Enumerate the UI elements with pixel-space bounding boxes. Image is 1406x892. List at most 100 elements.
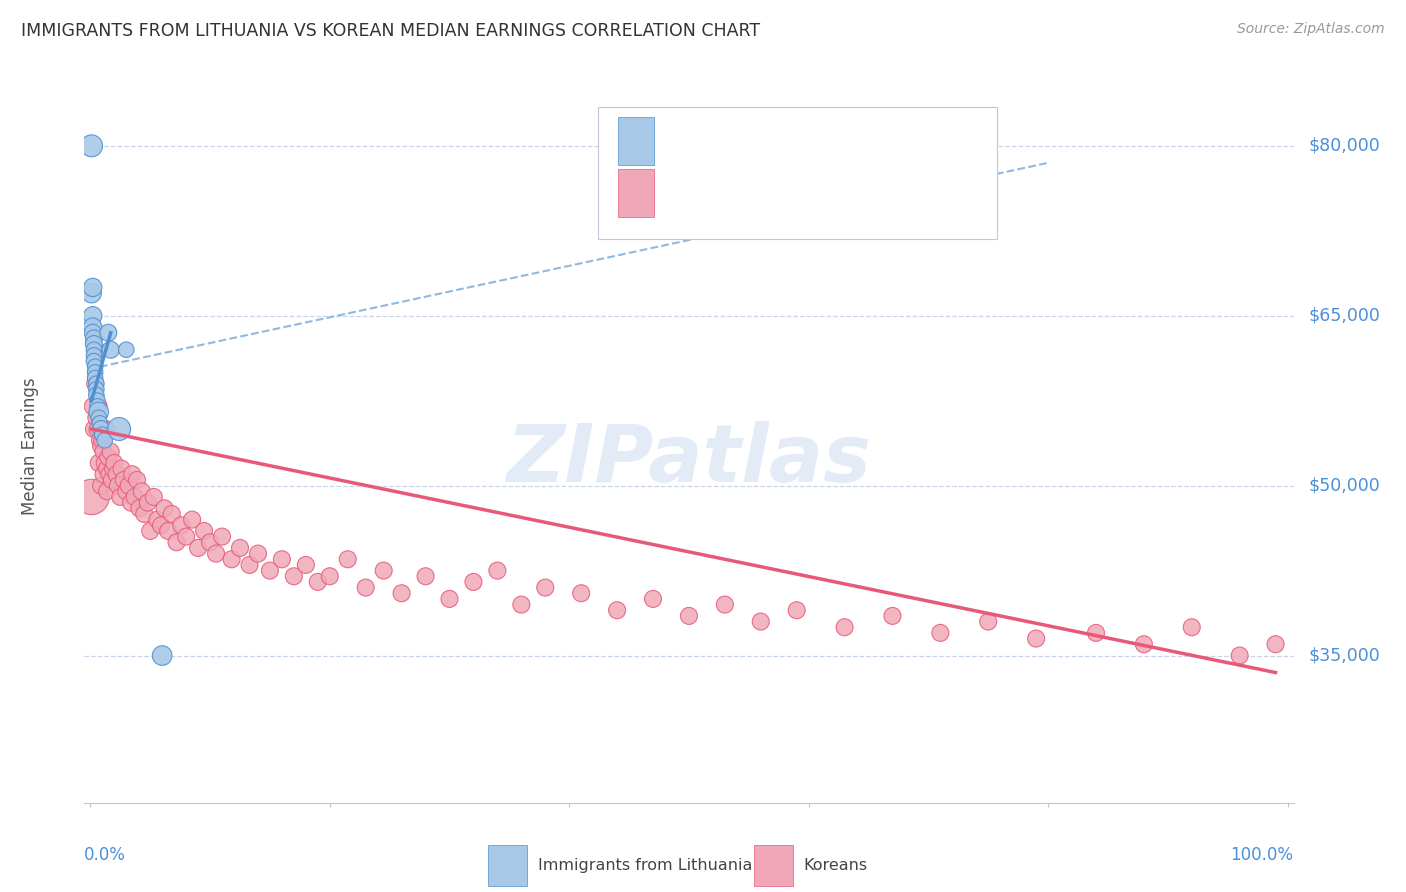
Point: [229, 541, 252, 555]
Point: [82, 400, 104, 414]
Point: [510, 598, 533, 612]
Point: [134, 507, 156, 521]
Point: [124, 490, 146, 504]
Point: [569, 586, 592, 600]
Point: [83, 354, 105, 368]
Text: R =: R =: [668, 125, 702, 139]
Point: [221, 552, 243, 566]
Point: [84, 371, 107, 385]
Text: 113: 113: [876, 182, 910, 196]
Point: [87, 400, 110, 414]
Point: [157, 524, 180, 538]
FancyBboxPatch shape: [617, 169, 654, 217]
Text: ZIPatlas: ZIPatlas: [506, 421, 872, 500]
Text: 0.182: 0.182: [731, 125, 778, 139]
Point: [198, 535, 221, 549]
FancyBboxPatch shape: [617, 117, 654, 165]
Point: [150, 648, 173, 663]
Point: [90, 439, 112, 453]
Point: [160, 507, 183, 521]
Point: [83, 343, 105, 357]
Point: [174, 530, 197, 544]
Point: [205, 547, 228, 561]
Point: [373, 564, 395, 578]
Point: [86, 393, 108, 408]
Point: [82, 326, 104, 340]
Point: [90, 422, 112, 436]
Point: [98, 467, 121, 482]
Point: [93, 456, 115, 470]
Point: [89, 434, 111, 448]
Point: [115, 343, 138, 357]
Text: Median Earnings: Median Earnings: [21, 377, 39, 515]
Point: [82, 309, 104, 323]
Point: [115, 484, 138, 499]
Text: 0.0%: 0.0%: [84, 846, 127, 863]
Point: [193, 524, 215, 538]
Point: [97, 326, 120, 340]
Point: [121, 467, 143, 482]
Point: [90, 478, 112, 492]
FancyBboxPatch shape: [754, 845, 793, 886]
Point: [146, 513, 169, 527]
Text: -0.555: -0.555: [731, 182, 783, 196]
Text: R =: R =: [668, 182, 702, 196]
Point: [153, 501, 176, 516]
Text: Immigrants from Lithuania: Immigrants from Lithuania: [538, 858, 752, 873]
Point: [131, 484, 153, 499]
Point: [166, 535, 188, 549]
Point: [82, 280, 104, 294]
Point: [93, 434, 115, 448]
Point: [439, 591, 461, 606]
Point: [1181, 620, 1204, 634]
Point: [463, 574, 485, 589]
Point: [100, 343, 122, 357]
Point: [93, 444, 115, 458]
Text: $80,000: $80,000: [1308, 136, 1379, 155]
Point: [101, 461, 124, 475]
Point: [749, 615, 772, 629]
Point: [882, 608, 904, 623]
Point: [83, 422, 105, 436]
Point: [87, 456, 110, 470]
FancyBboxPatch shape: [599, 107, 997, 239]
Point: [108, 422, 131, 436]
Point: [239, 558, 262, 572]
Point: [110, 490, 132, 504]
Point: [1085, 626, 1108, 640]
Point: [714, 598, 737, 612]
Point: [415, 569, 437, 583]
Point: [834, 620, 856, 634]
Point: [82, 320, 104, 334]
Text: N =: N =: [815, 125, 852, 139]
Point: [136, 495, 159, 509]
Point: [211, 530, 233, 544]
Point: [977, 615, 1000, 629]
Point: [89, 417, 111, 431]
Point: [87, 410, 110, 425]
Point: [786, 603, 808, 617]
Point: [336, 552, 359, 566]
Text: $50,000: $50,000: [1308, 476, 1379, 495]
Point: [319, 569, 342, 583]
Point: [86, 422, 108, 436]
Point: [110, 461, 132, 475]
Point: [246, 547, 269, 561]
Point: [96, 461, 118, 475]
Point: [83, 337, 105, 351]
Point: [929, 626, 952, 640]
Point: [1025, 632, 1047, 646]
Point: [86, 410, 108, 425]
Point: [80, 490, 103, 504]
Point: [84, 376, 107, 391]
Text: 30: 30: [876, 125, 898, 139]
Point: [112, 473, 135, 487]
Point: [283, 569, 305, 583]
Point: [86, 343, 108, 357]
Text: 100.0%: 100.0%: [1230, 846, 1294, 863]
Point: [96, 484, 118, 499]
Point: [80, 138, 103, 153]
Point: [170, 518, 193, 533]
Point: [295, 558, 318, 572]
Point: [107, 478, 129, 492]
